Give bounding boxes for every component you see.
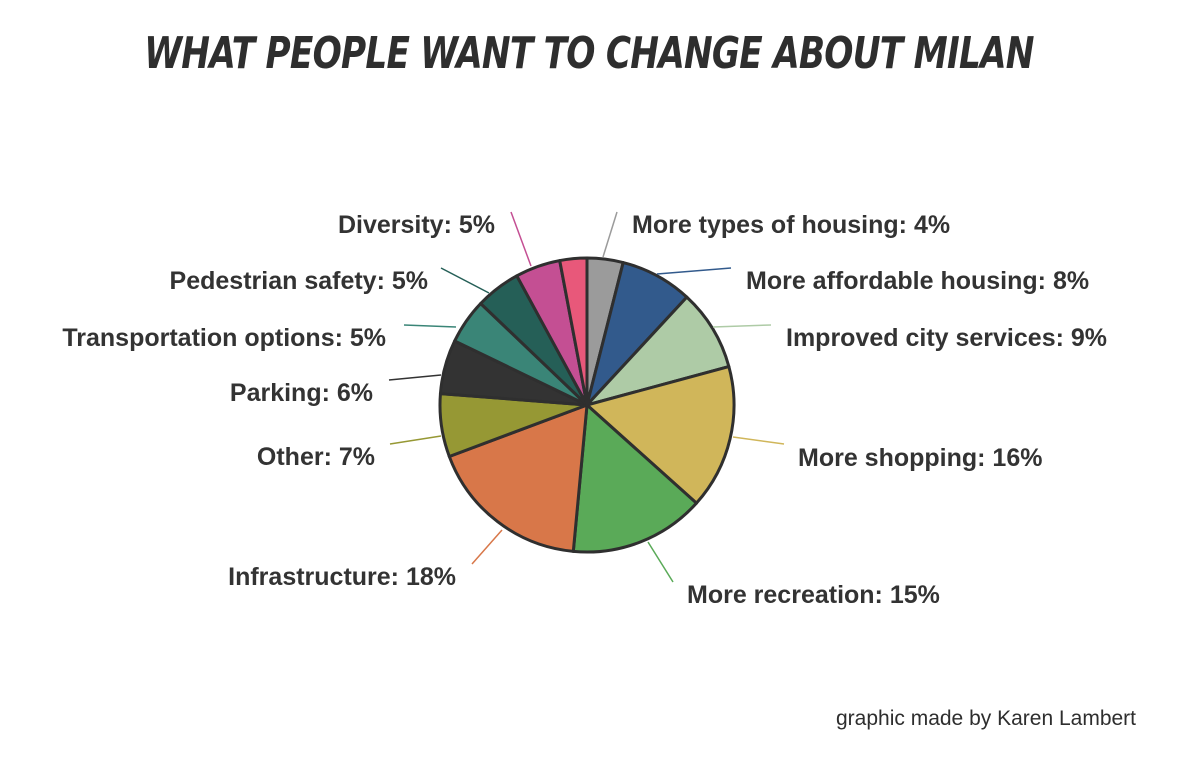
leader-line xyxy=(471,529,503,565)
chart-title: What People Want To Change About Milan xyxy=(144,28,1034,79)
slice-label: Other: 7% xyxy=(257,443,375,471)
leader-lines xyxy=(388,211,785,583)
slice-label: More affordable housing: 8% xyxy=(746,267,1089,295)
slice-label: Improved city services: 9% xyxy=(786,324,1107,352)
leader-line xyxy=(440,267,490,294)
slice-label: Parking: 6% xyxy=(230,379,373,407)
leader-line xyxy=(403,324,457,328)
slice-label: Infrastructure: 18% xyxy=(228,563,456,591)
leader-line xyxy=(647,541,674,583)
slice-label: More recreation: 15% xyxy=(687,581,940,609)
pie-slice xyxy=(571,403,698,554)
leader-line xyxy=(712,324,772,328)
leader-line xyxy=(656,267,732,275)
pie-slice xyxy=(447,403,589,553)
leader-line xyxy=(510,211,532,267)
pie-slices xyxy=(438,256,736,554)
credit-text: graphic made by Karen Lambert xyxy=(836,707,1136,730)
slice-label: More shopping: 16% xyxy=(798,444,1042,472)
slice-label: Diversity: 5% xyxy=(338,211,495,239)
leader-line xyxy=(732,436,785,445)
leader-line xyxy=(602,211,618,258)
leader-line xyxy=(389,435,442,445)
slice-label: Pedestrian safety: 5% xyxy=(170,267,428,295)
pie-slice xyxy=(585,295,731,407)
slice-labels: More types of housing: 4% More affordable… xyxy=(62,211,1107,609)
leader-line xyxy=(388,374,442,381)
slice-label: More types of housing: 4% xyxy=(632,211,950,239)
pie-slice xyxy=(585,365,736,505)
slice-label: Transportation options: 5% xyxy=(62,324,386,352)
pie-slice xyxy=(558,256,589,407)
